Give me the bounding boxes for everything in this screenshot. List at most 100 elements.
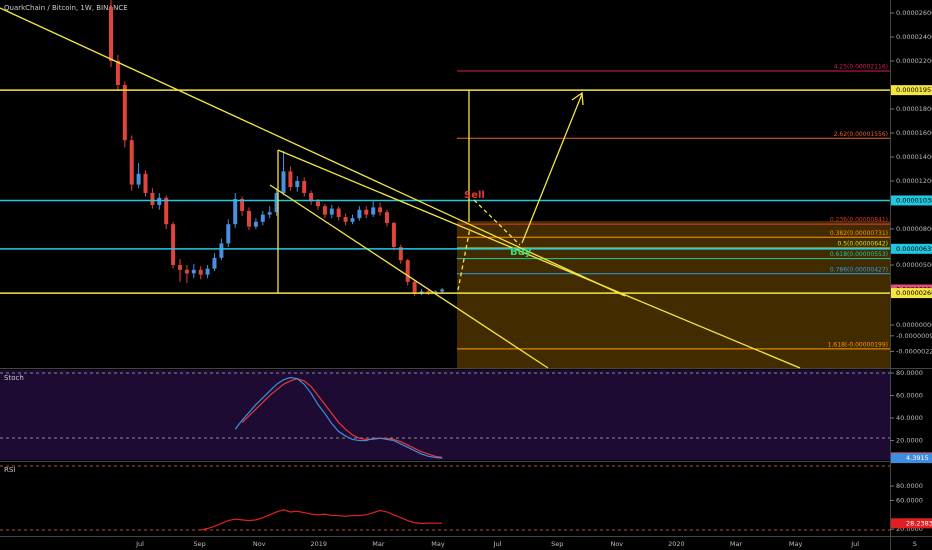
y-tick-label: 0.00002200 xyxy=(896,57,932,65)
series-line xyxy=(200,509,443,531)
candle-body xyxy=(295,180,300,188)
candle-body xyxy=(184,269,189,274)
candle-body xyxy=(240,199,245,212)
trend-drawings xyxy=(0,7,801,369)
price-badge-label: 0.00001038 xyxy=(896,196,932,204)
y-tick-label: 0.00001800 xyxy=(896,105,932,113)
candle-body xyxy=(267,212,272,215)
y-tick-label: 20.0000 xyxy=(896,525,923,533)
y-tick-label: 40.0000 xyxy=(896,414,923,422)
candle-body xyxy=(336,208,341,218)
candle-body xyxy=(219,243,224,258)
candle-body xyxy=(391,223,396,248)
sell-label: Sell xyxy=(464,190,485,201)
candle-body xyxy=(274,193,279,213)
arrow-head xyxy=(571,91,584,106)
x-tick-label: 2020 xyxy=(668,540,685,548)
trendline xyxy=(277,149,801,369)
candle-body xyxy=(343,217,348,222)
x-tick-label: Nov xyxy=(253,540,266,548)
candle-body xyxy=(357,209,362,219)
candle-body xyxy=(288,171,293,188)
price-badge-label: 0.00000266 xyxy=(896,289,932,297)
y-tick-label: 80.0000 xyxy=(896,482,923,490)
candle-body xyxy=(115,60,120,85)
trendline xyxy=(269,184,549,369)
value-badge xyxy=(891,453,932,464)
series-line xyxy=(234,376,443,459)
candle-body xyxy=(350,218,355,222)
candle-body xyxy=(136,173,141,185)
trendline xyxy=(0,7,626,297)
value-badge-label: 4.3915 xyxy=(906,454,929,462)
x-tick-label: 2019 xyxy=(311,540,328,548)
candle-body xyxy=(433,291,438,293)
y-tick-label: -0.00000220 xyxy=(896,347,932,355)
y-tick-label: 0.00001600 xyxy=(896,129,932,137)
fib-label: 0.5(0.00000642) xyxy=(838,240,889,247)
candle-body xyxy=(233,199,238,225)
candle-body xyxy=(253,221,258,227)
y-tick-label: -0.00000090 xyxy=(896,332,932,340)
candle-body xyxy=(226,224,231,244)
candle-body xyxy=(426,291,431,293)
candle-body xyxy=(247,211,251,227)
series-line xyxy=(241,378,443,458)
y-tick-label: 0.00000800 xyxy=(896,225,932,233)
price-badge xyxy=(891,288,932,299)
fib-label: 0.618(0.00000553) xyxy=(830,251,888,258)
dashed-path xyxy=(473,199,521,246)
value-badge xyxy=(891,518,932,529)
candle-body xyxy=(129,140,134,185)
price-badge xyxy=(891,195,932,206)
fib-label: 0.382(0.00000731) xyxy=(830,230,888,237)
panel-title: RSI xyxy=(4,466,15,474)
y-tick-label: 0.00002600 xyxy=(896,9,932,17)
candle-body xyxy=(364,209,369,215)
candle-body xyxy=(198,269,203,275)
y-tick-label: 0.00001400 xyxy=(896,153,932,161)
candle-body xyxy=(205,268,210,275)
price-badge-label: 0.00001957 xyxy=(896,86,932,94)
arrow xyxy=(521,93,583,244)
candle-body xyxy=(329,208,334,215)
fib-label: 4.25(0.00002116) xyxy=(834,64,888,71)
candle-body xyxy=(440,289,445,292)
value-badge-label: 28.2383 xyxy=(906,519,932,527)
x-tick-label: Mar xyxy=(372,540,385,548)
x-tick-label: Jul xyxy=(493,540,502,548)
stoch-panel-bg xyxy=(0,370,890,460)
x-tick-label: May xyxy=(789,540,803,548)
candle-body xyxy=(405,260,410,282)
candle-body xyxy=(164,197,169,225)
candle-body xyxy=(316,201,320,207)
x-tick-label: Nov xyxy=(610,540,623,548)
fib-label: 0.236(0.00000841) xyxy=(830,217,888,224)
candle-body xyxy=(398,247,403,261)
candle-body xyxy=(191,269,196,274)
candle-body xyxy=(109,6,113,61)
candle-body xyxy=(378,207,383,213)
y-tick-label: 0.00000000 xyxy=(896,321,932,329)
x-tick-label: S xyxy=(913,540,917,548)
chart-title: QuarkChain / Bitcoin, 1W, BINANCE xyxy=(4,4,128,12)
candle-body xyxy=(212,257,217,269)
x-tick-label: Sep xyxy=(193,540,205,548)
x-tick-label: Jul xyxy=(850,540,859,548)
candle-body xyxy=(385,212,389,224)
fib-label: 0.786(0.00000427) xyxy=(830,266,888,273)
candle-body xyxy=(157,197,162,206)
price-badge-label: 0.00000635 xyxy=(896,245,932,253)
fib-zone xyxy=(457,221,890,368)
x-tick-label: Sep xyxy=(551,540,563,548)
price-badge xyxy=(891,243,932,254)
candle-body xyxy=(281,171,286,194)
candle-body xyxy=(302,180,307,194)
panel-title: Stoch xyxy=(4,374,24,382)
fib-label: 2.62(0.00001556) xyxy=(834,131,888,138)
y-tick-label: 20.0000 xyxy=(896,437,923,445)
price-badge xyxy=(891,85,932,96)
x-tick-label: May xyxy=(431,540,445,548)
y-tick-label: 80.0000 xyxy=(896,369,923,377)
